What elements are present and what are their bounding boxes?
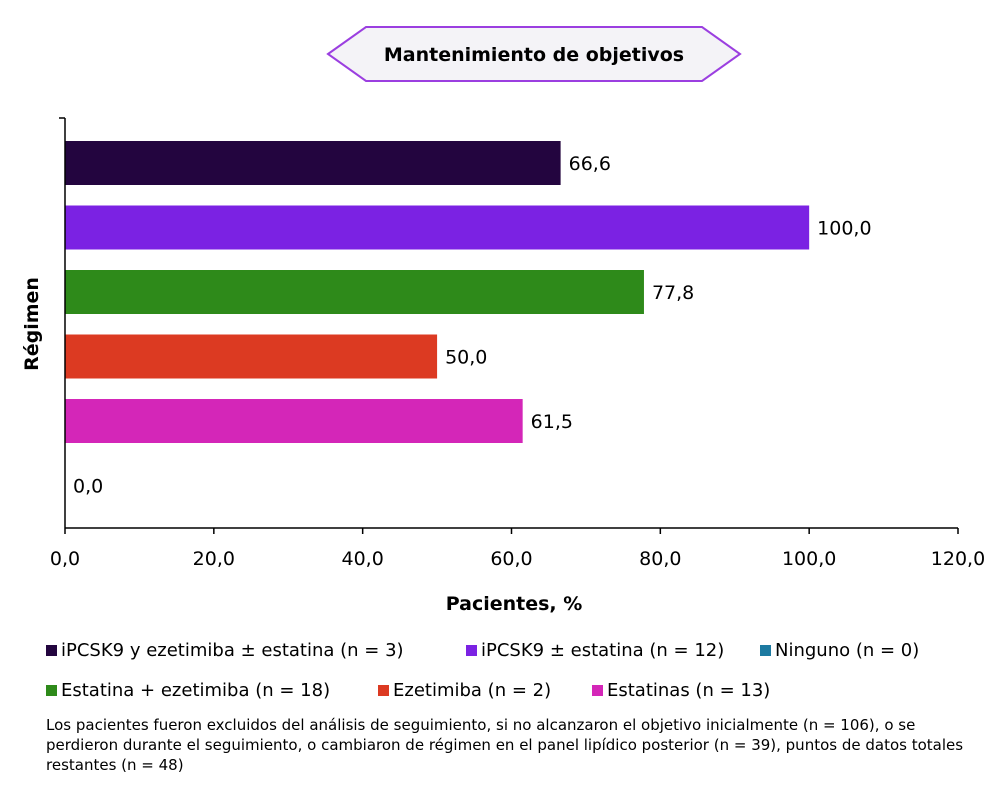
footnote: Los pacientes fueron excluidos del análi…: [46, 716, 964, 774]
bar: [65, 270, 644, 314]
legend-label: iPCSK9 ± estatina (n = 12): [481, 640, 725, 661]
legend-swatch: [46, 645, 57, 656]
legend-swatch: [46, 685, 57, 696]
legend-label: Ninguno (n = 0): [775, 640, 920, 661]
bars-layer: 66,6 100,0 77,8 50,0 61,5 0,0: [65, 141, 872, 498]
title-badge-shape: [326, 26, 742, 82]
legend-swatch: [592, 685, 603, 696]
legend-item: Estatinas (n = 13): [592, 680, 770, 701]
x-tick-label: 20,0: [193, 548, 235, 570]
legend-swatch: [378, 685, 389, 696]
bar: [65, 205, 810, 250]
legend-swatch: [760, 645, 771, 656]
bar: [65, 399, 523, 443]
x-tick-label: 60,0: [490, 548, 532, 570]
data-label: 100,0: [817, 218, 871, 240]
legend-item: iPCSK9 ± estatina (n = 12): [466, 640, 724, 661]
legend-label: iPCSK9 y ezetimiba ± estatina (n = 3): [61, 640, 404, 661]
legend-label: Ezetimiba (n = 2): [393, 680, 552, 701]
bar: [65, 141, 561, 185]
legend-label: Estatina + ezetimiba (n = 18): [61, 680, 331, 701]
legend-item: Estatina + ezetimiba (n = 18): [46, 680, 330, 701]
x-tick-label: 80,0: [639, 548, 681, 570]
chart-title-badge: Mantenimiento de objetivos: [326, 26, 742, 82]
bar-chart: Mantenimiento de objetivos Régimen Pacie…: [21, 26, 985, 615]
axes-layer: 0,0 20,0 40,0 60,0 80,0 100,0 120,0: [50, 117, 985, 570]
legend-item: iPCSK9 y ezetimiba ± estatina (n = 3): [46, 640, 404, 661]
legend-label: Estatinas (n = 13): [607, 680, 771, 701]
legend-item: Ezetimiba (n = 2): [378, 680, 551, 701]
chart-title: Mantenimiento de objetivos: [384, 44, 684, 66]
data-label: 61,5: [531, 411, 573, 433]
y-axis-label: Régimen: [21, 277, 43, 371]
legend-item: Ninguno (n = 0): [760, 640, 919, 661]
data-label: 77,8: [652, 282, 694, 304]
data-label: 0,0: [73, 476, 103, 498]
legend-swatch: [466, 645, 477, 656]
data-label: 66,6: [569, 153, 611, 175]
x-tick-label: 120,0: [931, 548, 985, 570]
bar: [65, 334, 438, 379]
data-label: 50,0: [445, 347, 487, 369]
x-tick-label: 40,0: [342, 548, 384, 570]
x-axis-label: Pacientes, %: [446, 593, 583, 615]
x-tick-label: 100,0: [782, 548, 836, 570]
x-tick-label: 0,0: [50, 548, 80, 570]
